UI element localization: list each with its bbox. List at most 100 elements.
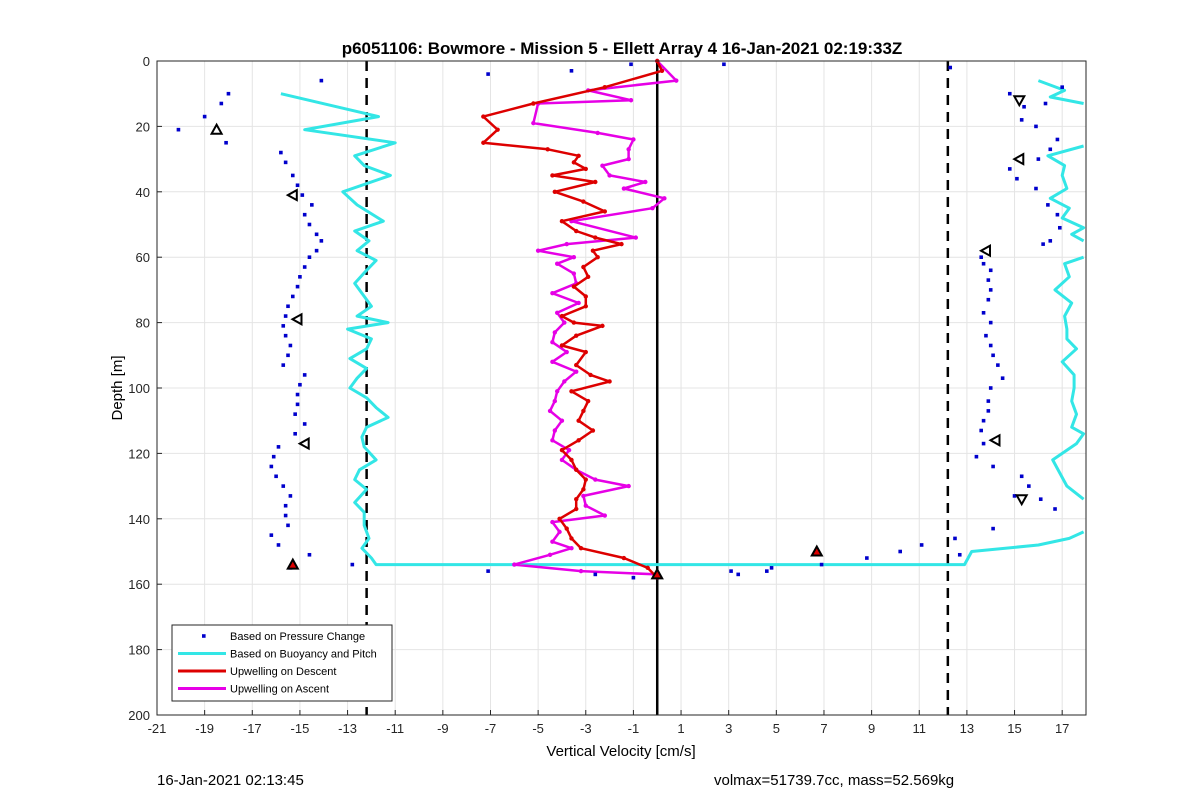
- pressure-point: [986, 399, 991, 403]
- pressure-point: [288, 494, 293, 498]
- pressure-point: [271, 454, 276, 459]
- pressure-point: [1015, 176, 1019, 181]
- triangle-marker: [1015, 494, 1029, 507]
- descent-point: [581, 487, 586, 492]
- pressure-point: [286, 304, 290, 309]
- pressure-point: [1043, 101, 1048, 106]
- x-tick-label: -21: [148, 721, 167, 736]
- descent-point: [545, 147, 550, 152]
- pressure-point: [298, 382, 302, 387]
- ascent-point: [576, 300, 581, 306]
- pressure-point: [988, 386, 993, 390]
- descent-point: [574, 333, 579, 338]
- pressure-point: [283, 513, 288, 518]
- pressure-point: [1046, 203, 1050, 207]
- pressure-point: [302, 212, 307, 217]
- pressure-point: [722, 62, 726, 67]
- x-tick-label: -17: [243, 721, 262, 736]
- y-tick-labels: 0 20 40 60 80 100 120 140 160 180 200: [128, 54, 150, 723]
- triangle-marker: [650, 567, 664, 580]
- pressure-point: [1012, 494, 1017, 498]
- pressure-point: [295, 284, 300, 289]
- pressure-point: [1027, 484, 1031, 488]
- x-tick-label: -13: [338, 721, 357, 736]
- pressure-point: [293, 431, 297, 436]
- y-tick-label: 60: [136, 250, 150, 265]
- pressure-point: [300, 193, 305, 197]
- pressure-point: [991, 353, 995, 358]
- descent-point: [576, 153, 581, 159]
- descent-point: [593, 235, 598, 240]
- pressure-point: [1055, 137, 1060, 142]
- pressure-point: [288, 343, 293, 348]
- pressure-point: [202, 114, 207, 119]
- pressure-point: [984, 333, 988, 338]
- pressure-point: [314, 232, 319, 237]
- descent-point: [574, 506, 579, 512]
- pressure-point: [276, 543, 281, 547]
- y-tick-label: 100: [128, 381, 150, 396]
- triangle-marker: [297, 436, 310, 451]
- y-tick-label: 40: [136, 185, 150, 200]
- ascent-point: [550, 539, 555, 544]
- ascent-point: [557, 529, 562, 535]
- descent-point: [583, 477, 588, 482]
- pressure-point: [981, 310, 986, 315]
- pressure-point: [1038, 497, 1043, 501]
- triangle-marker: [286, 557, 300, 570]
- pressure-point: [319, 239, 324, 243]
- pressure-point: [991, 526, 995, 531]
- pressure-point: [295, 392, 300, 397]
- ascent-point: [559, 457, 565, 463]
- descent-point: [585, 398, 591, 404]
- pressure-point: [283, 160, 288, 165]
- pressure-point: [283, 314, 288, 318]
- x-tick-label: -7: [485, 721, 497, 736]
- ascent-point: [559, 418, 565, 423]
- chart-title: p6051106: Bowmore - Mission 5 - Ellett A…: [342, 39, 903, 58]
- ascent-point: [512, 562, 517, 567]
- pressure-point: [319, 78, 324, 83]
- pressure-point: [1053, 507, 1057, 511]
- x-tick-labels: -21 -19 -17 -15 -13 -11 -9 -7 -5 -3 -1 1 3 5 7 9 11 13 15 1…: [148, 721, 1070, 736]
- pressure-point: [286, 353, 290, 358]
- x-tick-label: -3: [580, 721, 592, 736]
- ascent-point: [631, 137, 636, 142]
- ascent-point: [571, 255, 577, 260]
- descent-point: [581, 199, 586, 204]
- pressure-point: [996, 363, 1000, 367]
- x-tick-label: -19: [195, 721, 214, 736]
- pressure-point: [279, 150, 283, 155]
- ascent-point: [562, 320, 567, 325]
- pressure-point: [1019, 118, 1024, 122]
- ascent-point: [550, 359, 555, 365]
- pressure-point: [302, 422, 307, 426]
- pressure-point: [350, 562, 355, 567]
- y-tick-label: 180: [128, 643, 150, 658]
- pressure-point: [988, 288, 993, 292]
- footer-start-time: 16-Jan-2021 02:13:45: [157, 772, 304, 789]
- pressure-point: [1060, 85, 1064, 89]
- pressure-point: [1034, 186, 1038, 191]
- ascent-point: [569, 546, 574, 551]
- x-tick-label: 3: [725, 721, 732, 736]
- ascent-point: [626, 147, 631, 152]
- pressure-point: [307, 222, 312, 227]
- descent-point: [583, 304, 588, 309]
- descent-point: [583, 294, 588, 299]
- ascent-point: [547, 408, 553, 414]
- descent-point: [595, 255, 600, 260]
- pressure-point: [986, 297, 991, 302]
- descent-point: [576, 418, 581, 423]
- legend-label: Based on Pressure Change: [230, 631, 365, 643]
- ascent-point: [564, 241, 569, 247]
- pressure-point: [729, 569, 733, 573]
- descent-point: [550, 173, 555, 178]
- triangle-marker: [978, 244, 991, 258]
- descent-point: [571, 284, 577, 289]
- triangle-marker: [1012, 152, 1025, 166]
- legend-swatch-dot: [202, 634, 206, 638]
- pressure-point: [769, 566, 774, 570]
- pressure-point: [988, 320, 993, 325]
- ascent-point: [571, 271, 577, 276]
